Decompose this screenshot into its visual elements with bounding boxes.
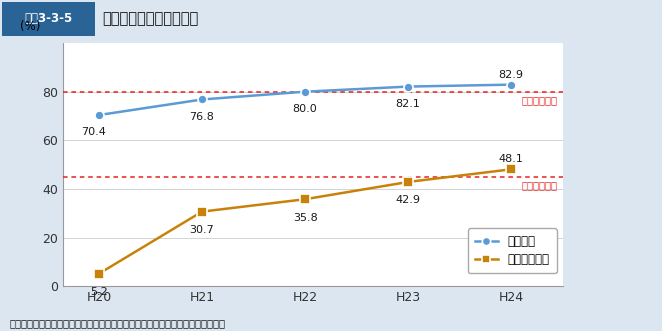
Text: 82.9: 82.9 (498, 70, 524, 80)
Text: 第１期目標値: 第１期目標値 (522, 95, 557, 105)
Text: 42.9: 42.9 (396, 195, 420, 205)
Text: 第１期目標値: 第１期目標値 (522, 180, 557, 190)
Bar (2, 2, 95, 36)
Text: 70.4: 70.4 (81, 127, 106, 137)
Text: 80.0: 80.0 (293, 104, 318, 114)
Text: 35.8: 35.8 (293, 213, 318, 223)
Text: 30.7: 30.7 (189, 225, 214, 235)
Text: 図表3-3-5: 図表3-3-5 (24, 12, 72, 25)
Text: 48.1: 48.1 (498, 155, 524, 165)
Text: 76.8: 76.8 (189, 112, 214, 121)
Text: 5.2: 5.2 (90, 287, 108, 297)
Text: （注）　東京都職員共済組合「特定健康診査等実施計画」における各目標を記載: （注） 東京都職員共済組合「特定健康診査等実施計画」における各目標を記載 (10, 318, 226, 328)
Text: (%): (%) (21, 20, 41, 33)
Text: 特定健診等実施率の推移: 特定健診等実施率の推移 (103, 11, 199, 26)
Legend: 特定健診, 特定保健指導: 特定健診, 特定保健指導 (467, 228, 557, 273)
Text: 82.1: 82.1 (396, 99, 420, 109)
